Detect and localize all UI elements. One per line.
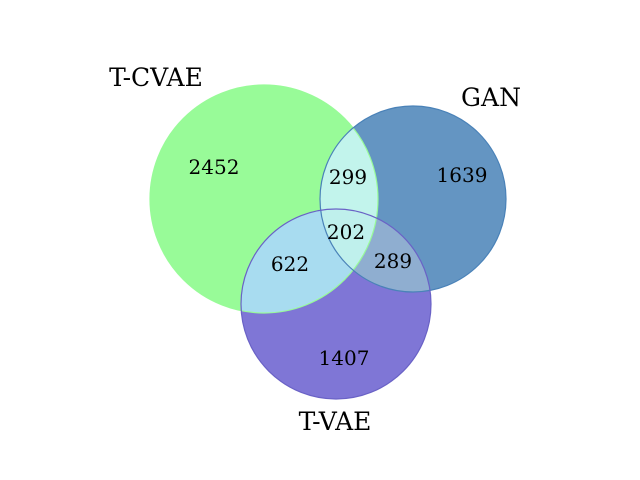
- overlap-gan-tvae: [320, 209, 431, 292]
- count-gan-only: 1639: [437, 163, 488, 187]
- set-label-tvae: T-VAE: [299, 407, 372, 436]
- set-outline-gan: [319, 105, 507, 293]
- count-tcvae-gan: 299: [329, 165, 367, 189]
- count-tcvae-tvae: 622: [271, 252, 309, 276]
- count-all-three: 202: [327, 220, 365, 244]
- count-tcvae-only: 2452: [189, 155, 240, 179]
- set-label-gan: GAN: [461, 83, 521, 112]
- count-tvae-only: 1407: [319, 346, 370, 370]
- count-gan-tvae: 289: [374, 249, 412, 273]
- set-outline-tvae: [240, 208, 432, 400]
- set-label-tcvae: T-CVAE: [109, 63, 203, 92]
- set-outline-tcvae: [149, 84, 379, 314]
